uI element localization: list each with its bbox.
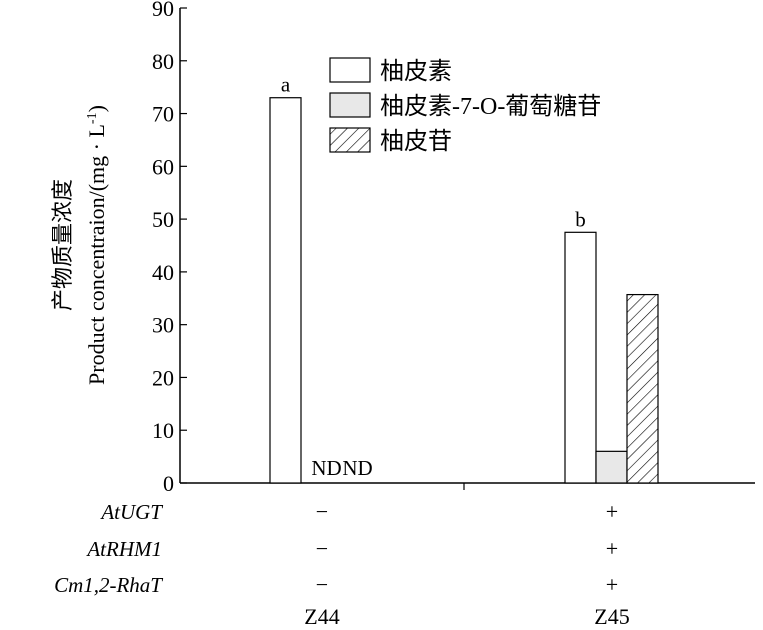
y-axis-label-cn: 产物质量浓度: [50, 179, 75, 311]
y-tick-label: 30: [152, 313, 174, 338]
sign-z44-cm12rhat: −: [316, 572, 328, 597]
annotation-b: b: [575, 207, 586, 231]
y-tick-label: 90: [152, 0, 174, 21]
legend-swatch-hatch: [329, 127, 371, 153]
bar-z45-series-2: [626, 293, 659, 484]
y-tick-label: 20: [152, 365, 174, 390]
legend-swatch-gray: [329, 92, 371, 118]
group-label-z45: Z45: [594, 604, 629, 629]
y-tick-label: 80: [152, 49, 174, 74]
bar-z44-series-0: [269, 97, 302, 484]
annotation-a: a: [281, 73, 291, 97]
sign-z45-atrhm1: +: [606, 536, 618, 561]
row-label-cm12rhat: Cm1,2-RhaT: [54, 573, 163, 597]
legend-label: 柚皮素: [380, 58, 452, 85]
genotype-table: AtUGT − + AtRHM1 − + Cm1,2-RhaT − + Z44 …: [54, 499, 630, 629]
legend: 柚皮素 柚皮素-7-O-葡萄糖苷 柚皮苷: [329, 57, 601, 155]
y-tick-label: 10: [152, 418, 174, 443]
sign-z45-cm12rhat: +: [606, 572, 618, 597]
y-tick-label: 40: [152, 260, 174, 285]
y-tick-label: 70: [152, 102, 174, 127]
y-tick-label: 60: [152, 154, 174, 179]
sign-z44-atugt: −: [316, 499, 328, 524]
y-axis-label-en: Product concentraion/(mg · L-1): [84, 105, 109, 385]
bar-z45-series-0: [564, 231, 597, 484]
group-label-z44: Z44: [304, 604, 339, 629]
sign-z45-atugt: +: [606, 499, 618, 524]
row-label-atrhm1: AtRHM1: [85, 537, 162, 561]
y-tick-label: 0: [163, 471, 174, 496]
y-tick-label: 50: [152, 207, 174, 232]
bar-z45-series-1: [595, 450, 628, 484]
legend-label: 柚皮素-7-O-葡萄糖苷: [380, 93, 601, 120]
legend-label: 柚皮苷: [380, 128, 452, 155]
sign-z44-atrhm1: −: [316, 536, 328, 561]
row-label-atugt: AtUGT: [99, 500, 163, 524]
annotation-nd: ND: [311, 456, 341, 480]
legend-swatch-empty: [329, 57, 371, 83]
annotation-nd: ND: [342, 456, 372, 480]
